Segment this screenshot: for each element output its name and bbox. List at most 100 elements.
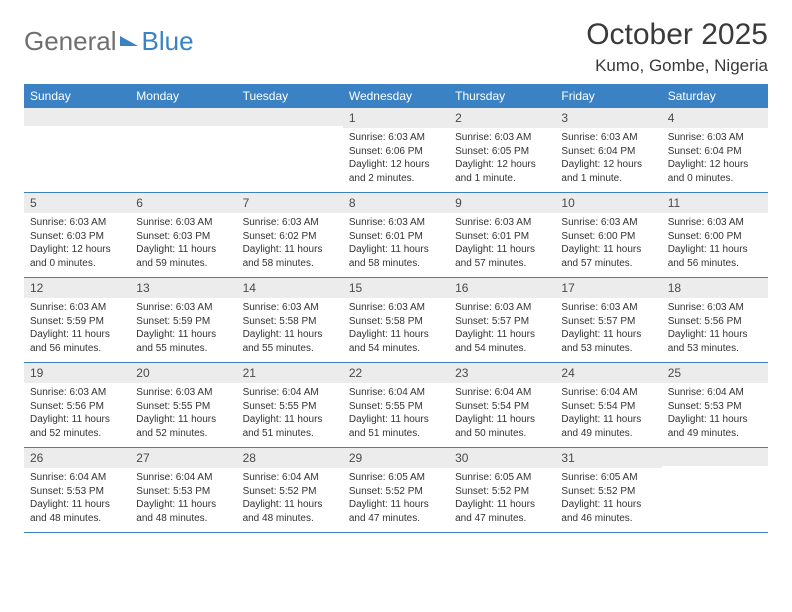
- daylight-text: Daylight: 11 hours and 48 minutes.: [243, 498, 337, 525]
- sunset-text: Sunset: 6:01 PM: [349, 230, 443, 244]
- calendar-cell: 14Sunrise: 6:03 AMSunset: 5:58 PMDayligh…: [237, 278, 343, 362]
- day-number: 15: [343, 278, 449, 298]
- sunrise-text: Sunrise: 6:04 AM: [668, 386, 762, 400]
- day-number: 4: [662, 108, 768, 128]
- calendar-cell: 10Sunrise: 6:03 AMSunset: 6:00 PMDayligh…: [555, 193, 661, 277]
- day-number: 27: [130, 448, 236, 468]
- day-body: Sunrise: 6:05 AMSunset: 5:52 PMDaylight:…: [449, 468, 555, 531]
- daylight-text: Daylight: 12 hours and 0 minutes.: [30, 243, 124, 270]
- sunrise-text: Sunrise: 6:04 AM: [561, 386, 655, 400]
- daylight-text: Daylight: 11 hours and 56 minutes.: [668, 243, 762, 270]
- sunset-text: Sunset: 5:59 PM: [136, 315, 230, 329]
- day-number: 30: [449, 448, 555, 468]
- day-body: Sunrise: 6:03 AMSunset: 6:00 PMDaylight:…: [662, 213, 768, 276]
- sunrise-text: Sunrise: 6:04 AM: [349, 386, 443, 400]
- day-header-saturday: Saturday: [662, 84, 768, 108]
- brand-text-general: General: [24, 26, 117, 57]
- sunset-text: Sunset: 5:52 PM: [349, 485, 443, 499]
- sunset-text: Sunset: 6:01 PM: [455, 230, 549, 244]
- day-body: Sunrise: 6:04 AMSunset: 5:54 PMDaylight:…: [449, 383, 555, 446]
- sunset-text: Sunset: 5:54 PM: [561, 400, 655, 414]
- weeks-container: 1Sunrise: 6:03 AMSunset: 6:06 PMDaylight…: [24, 108, 768, 533]
- day-body: Sunrise: 6:03 AMSunset: 5:56 PMDaylight:…: [662, 298, 768, 361]
- calendar-cell: 22Sunrise: 6:04 AMSunset: 5:55 PMDayligh…: [343, 363, 449, 447]
- sunrise-text: Sunrise: 6:03 AM: [243, 216, 337, 230]
- week-row: 1Sunrise: 6:03 AMSunset: 6:06 PMDaylight…: [24, 108, 768, 193]
- day-body: Sunrise: 6:05 AMSunset: 5:52 PMDaylight:…: [555, 468, 661, 531]
- daylight-text: Daylight: 12 hours and 1 minute.: [561, 158, 655, 185]
- sunrise-text: Sunrise: 6:03 AM: [668, 301, 762, 315]
- sunset-text: Sunset: 5:55 PM: [243, 400, 337, 414]
- day-header-friday: Friday: [555, 84, 661, 108]
- daylight-text: Daylight: 11 hours and 57 minutes.: [455, 243, 549, 270]
- day-number: [237, 108, 343, 126]
- day-number: 23: [449, 363, 555, 383]
- daylight-text: Daylight: 11 hours and 54 minutes.: [349, 328, 443, 355]
- day-number: 31: [555, 448, 661, 468]
- day-number: 12: [24, 278, 130, 298]
- sunrise-text: Sunrise: 6:03 AM: [243, 301, 337, 315]
- day-header-row: Sunday Monday Tuesday Wednesday Thursday…: [24, 84, 768, 108]
- sunrise-text: Sunrise: 6:03 AM: [561, 301, 655, 315]
- calendar-cell: 17Sunrise: 6:03 AMSunset: 5:57 PMDayligh…: [555, 278, 661, 362]
- day-body: Sunrise: 6:03 AMSunset: 6:05 PMDaylight:…: [449, 128, 555, 191]
- sunset-text: Sunset: 5:58 PM: [243, 315, 337, 329]
- day-number: 9: [449, 193, 555, 213]
- calendar-cell: 2Sunrise: 6:03 AMSunset: 6:05 PMDaylight…: [449, 108, 555, 192]
- calendar-cell: 24Sunrise: 6:04 AMSunset: 5:54 PMDayligh…: [555, 363, 661, 447]
- calendar-cell: 25Sunrise: 6:04 AMSunset: 5:53 PMDayligh…: [662, 363, 768, 447]
- calendar-cell: 21Sunrise: 6:04 AMSunset: 5:55 PMDayligh…: [237, 363, 343, 447]
- sunrise-text: Sunrise: 6:04 AM: [30, 471, 124, 485]
- daylight-text: Daylight: 11 hours and 58 minutes.: [243, 243, 337, 270]
- daylight-text: Daylight: 11 hours and 52 minutes.: [136, 413, 230, 440]
- daylight-text: Daylight: 11 hours and 59 minutes.: [136, 243, 230, 270]
- sunset-text: Sunset: 5:57 PM: [455, 315, 549, 329]
- day-number: 19: [24, 363, 130, 383]
- sunrise-text: Sunrise: 6:04 AM: [136, 471, 230, 485]
- calendar-cell: 26Sunrise: 6:04 AMSunset: 5:53 PMDayligh…: [24, 448, 130, 532]
- daylight-text: Daylight: 11 hours and 51 minutes.: [243, 413, 337, 440]
- day-body: Sunrise: 6:03 AMSunset: 6:01 PMDaylight:…: [343, 213, 449, 276]
- day-number: 24: [555, 363, 661, 383]
- week-row: 5Sunrise: 6:03 AMSunset: 6:03 PMDaylight…: [24, 193, 768, 278]
- day-number: 5: [24, 193, 130, 213]
- sunrise-text: Sunrise: 6:03 AM: [455, 216, 549, 230]
- day-header-thursday: Thursday: [449, 84, 555, 108]
- sunrise-text: Sunrise: 6:05 AM: [455, 471, 549, 485]
- month-title: October 2025: [586, 18, 768, 52]
- calendar-cell: 19Sunrise: 6:03 AMSunset: 5:56 PMDayligh…: [24, 363, 130, 447]
- day-body: Sunrise: 6:04 AMSunset: 5:53 PMDaylight:…: [662, 383, 768, 446]
- day-number: [662, 448, 768, 466]
- calendar-cell: 31Sunrise: 6:05 AMSunset: 5:52 PMDayligh…: [555, 448, 661, 532]
- sunset-text: Sunset: 5:55 PM: [136, 400, 230, 414]
- sunset-text: Sunset: 5:52 PM: [561, 485, 655, 499]
- sunrise-text: Sunrise: 6:03 AM: [668, 216, 762, 230]
- calendar-cell: [237, 108, 343, 192]
- sunset-text: Sunset: 6:04 PM: [561, 145, 655, 159]
- sunset-text: Sunset: 5:56 PM: [30, 400, 124, 414]
- sunrise-text: Sunrise: 6:03 AM: [455, 131, 549, 145]
- sunrise-text: Sunrise: 6:03 AM: [349, 216, 443, 230]
- daylight-text: Daylight: 11 hours and 57 minutes.: [561, 243, 655, 270]
- sunset-text: Sunset: 5:57 PM: [561, 315, 655, 329]
- daylight-text: Daylight: 11 hours and 52 minutes.: [30, 413, 124, 440]
- sunset-text: Sunset: 5:55 PM: [349, 400, 443, 414]
- daylight-text: Daylight: 11 hours and 48 minutes.: [30, 498, 124, 525]
- week-row: 19Sunrise: 6:03 AMSunset: 5:56 PMDayligh…: [24, 363, 768, 448]
- day-number: 20: [130, 363, 236, 383]
- day-body: Sunrise: 6:03 AMSunset: 5:59 PMDaylight:…: [130, 298, 236, 361]
- day-body: Sunrise: 6:03 AMSunset: 6:03 PMDaylight:…: [130, 213, 236, 276]
- day-number: [24, 108, 130, 126]
- day-body: Sunrise: 6:03 AMSunset: 6:00 PMDaylight:…: [555, 213, 661, 276]
- day-body: Sunrise: 6:04 AMSunset: 5:55 PMDaylight:…: [343, 383, 449, 446]
- calendar-cell: 11Sunrise: 6:03 AMSunset: 6:00 PMDayligh…: [662, 193, 768, 277]
- sunrise-text: Sunrise: 6:04 AM: [243, 471, 337, 485]
- day-body: Sunrise: 6:04 AMSunset: 5:55 PMDaylight:…: [237, 383, 343, 446]
- daylight-text: Daylight: 11 hours and 54 minutes.: [455, 328, 549, 355]
- sunrise-text: Sunrise: 6:03 AM: [136, 386, 230, 400]
- sunrise-text: Sunrise: 6:04 AM: [455, 386, 549, 400]
- daylight-text: Daylight: 11 hours and 50 minutes.: [455, 413, 549, 440]
- calendar-cell: 27Sunrise: 6:04 AMSunset: 5:53 PMDayligh…: [130, 448, 236, 532]
- sunrise-text: Sunrise: 6:03 AM: [30, 301, 124, 315]
- day-number: 22: [343, 363, 449, 383]
